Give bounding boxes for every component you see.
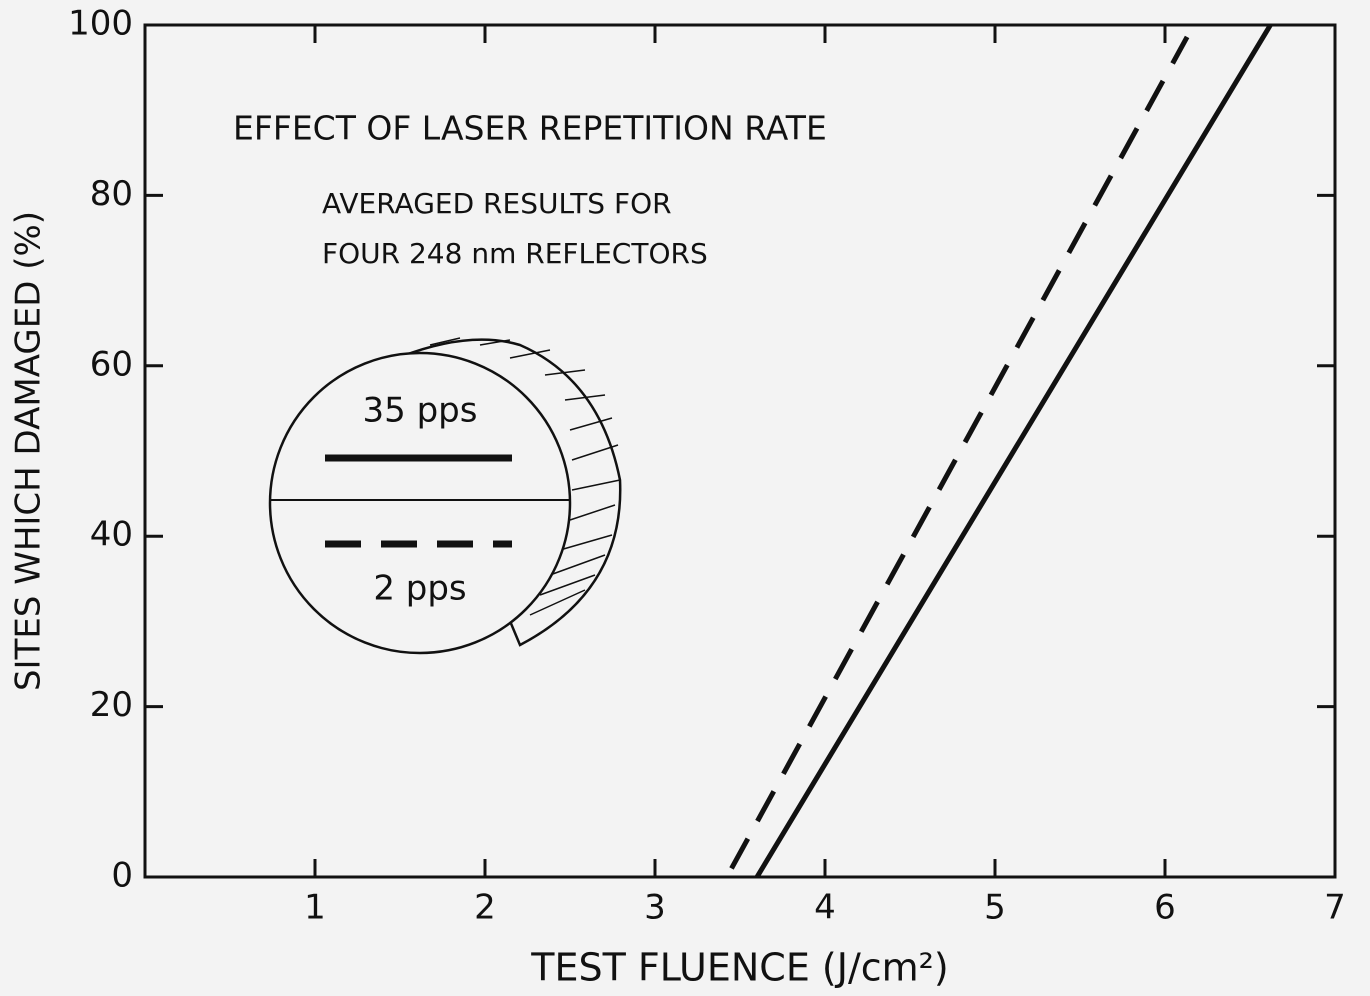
x-tick-label: 1: [304, 888, 326, 928]
y-tick-label: 60: [90, 344, 133, 384]
data-line: [754, 23, 1273, 879]
y-tick-label: 0: [111, 856, 133, 896]
y-axis-label: SITES WHICH DAMAGED (%): [9, 211, 49, 691]
chart-title: EFFECT OF LASER REPETITION RATE: [233, 109, 827, 148]
legend: [268, 337, 622, 655]
data-line: [729, 35, 1190, 870]
legend-hatch: [429, 337, 621, 616]
subtitle: AVERAGED RESULTS FOR: [322, 187, 672, 220]
y-tick-label: 40: [90, 515, 133, 555]
x-axis-label: TEST FLUENCE (J/cm²): [530, 946, 948, 990]
x-tick-label: 4: [814, 888, 836, 928]
x-tick-label: 2: [474, 888, 496, 928]
y-tick-label: 100: [68, 4, 133, 44]
legend-circle: [268, 351, 572, 655]
plot-frame: [143, 23, 1337, 879]
x-tick-label: 5: [984, 888, 1006, 928]
y-tick-label: 20: [90, 685, 133, 725]
x-tick-label: 3: [644, 888, 666, 928]
x-tick-label: 6: [1154, 888, 1176, 928]
subtitle: FOUR 248 nm REFLECTORS: [322, 237, 708, 270]
legend-label: 2 pps: [373, 569, 466, 609]
x-tick-label: 7: [1324, 888, 1346, 928]
y-tick-label: 80: [90, 174, 133, 214]
legend-label: 35 pps: [363, 391, 478, 431]
